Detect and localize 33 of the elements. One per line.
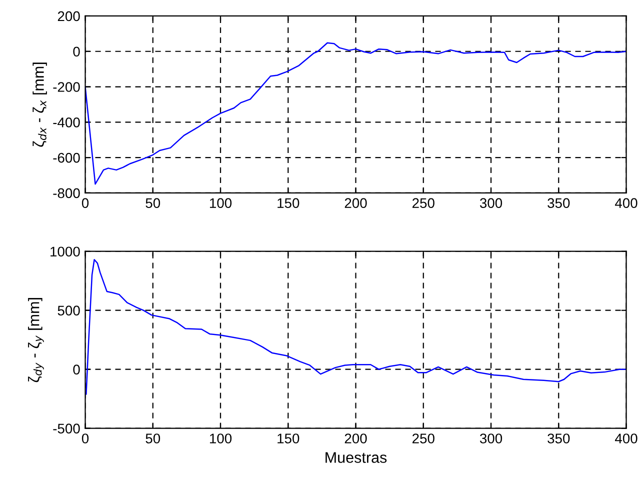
x-tick-label: 300 (480, 198, 502, 208)
y-tick-label: 0 (73, 46, 80, 57)
y-tick-label: -500 (53, 424, 80, 434)
x-tick-label: 400 (614, 434, 638, 444)
y-tick-label: -400 (53, 117, 80, 128)
x-tick-label: 150 (278, 434, 300, 444)
x-tick-label: 300 (480, 434, 502, 444)
x-tick-label: 150 (278, 198, 300, 208)
y-tick-label: -200 (53, 82, 80, 92)
x-axis-title: Muestras (326, 452, 387, 463)
x-tick-label: 0 (82, 434, 89, 444)
y-tick-label: 500 (58, 306, 80, 316)
x-tick-label: 100 (210, 434, 232, 444)
x-tick-label: 50 (146, 434, 160, 444)
y-tick-label: 1000 (50, 246, 80, 257)
line-series (86, 258, 626, 395)
y-tick-label: 0 (73, 364, 80, 375)
y-tick-label: 200 (58, 11, 80, 22)
x-tick-label: 250 (412, 198, 434, 208)
x-tick-label: 200 (344, 434, 367, 444)
x-tick-label: 250 (412, 434, 434, 444)
y-tick-label: -800 (53, 188, 80, 198)
x-tick-label: 200 (344, 198, 367, 208)
x-tick-label: 50 (146, 198, 160, 208)
x-tick-label: 400 (614, 198, 638, 208)
y-axis-title: ζ$_{dx}$ - ζ$_{x}$ [mm] (32, 62, 47, 147)
y-axis-title: ζ$_{dy}$ - ζ$_{y}$ [mm] (28, 298, 44, 382)
x-tick-label: 350 (548, 198, 570, 208)
y-tick-label: -600 (53, 152, 80, 163)
x-tick-label: 0 (82, 198, 89, 208)
x-tick-label: 100 (210, 198, 232, 208)
x-tick-label: 350 (548, 434, 570, 444)
line-series (85, 42, 626, 185)
